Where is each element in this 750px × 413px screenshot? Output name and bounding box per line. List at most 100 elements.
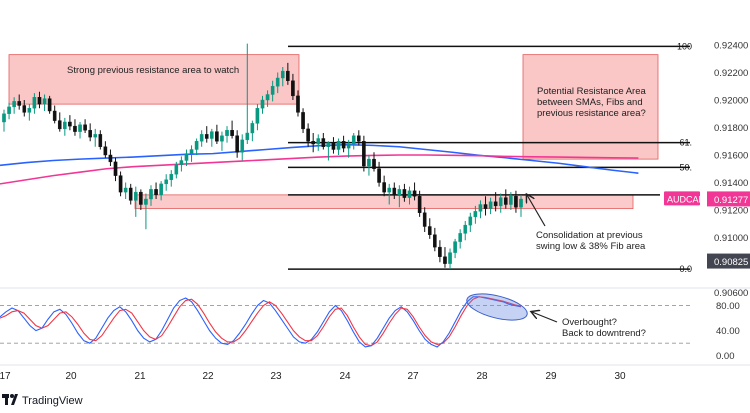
logo-mark-slash: [11, 394, 18, 405]
x-tick-label: 20: [65, 371, 77, 382]
moving-average-1: [0, 143, 639, 174]
annotation-consolidation-line-1: Consolidation at previous: [536, 230, 643, 241]
symbol-badge-label: AUDCAD: [667, 194, 706, 204]
candle-body: [52, 110, 57, 121]
logo-mark-bar: [2, 394, 9, 398]
candle-body: [174, 164, 179, 175]
moving-average-2: [0, 154, 639, 185]
candle-body: [250, 123, 255, 134]
candle-body: [32, 97, 37, 109]
x-tick-label: 28: [476, 371, 488, 382]
candle-body: [397, 189, 402, 196]
zone-label-potential-resistance-line-3: previous resistance area?: [537, 108, 646, 119]
candle-body: [341, 141, 346, 149]
x-tick-label: 22: [202, 371, 214, 382]
x-tick-label: 29: [545, 371, 557, 382]
candle-body: [286, 70, 290, 81]
candle-body: [392, 187, 397, 196]
candle-body: [17, 101, 22, 106]
candle-body: [123, 187, 128, 193]
fib-label-0: 100: [677, 41, 692, 51]
candle-body: [351, 135, 356, 145]
fib-label-1: 61.: [679, 138, 692, 148]
candle-body: [12, 101, 16, 108]
zone-label-potential-resistance-line-2: between SMAs, Fibs and: [537, 97, 643, 108]
candle-body: [189, 149, 194, 154]
candle-body: [78, 124, 82, 132]
resistance-zone-3: [134, 194, 634, 210]
candle-body: [275, 77, 280, 87]
candle-body: [108, 154, 113, 163]
candle-body: [270, 86, 275, 95]
resistance-zone-2: [522, 54, 659, 160]
candle-body: [377, 168, 381, 183]
candle-body: [179, 160, 184, 165]
symbol-badge: [664, 191, 700, 206]
y-tick-label: 0.91800: [714, 123, 748, 134]
candle-body: [210, 131, 214, 139]
candle-body: [235, 135, 239, 153]
candle-body: [159, 183, 163, 196]
level-badge: [707, 253, 750, 269]
candle-body: [164, 179, 168, 185]
annotation-overbought-line-2: Back to downtrend?: [562, 328, 646, 339]
candle-body: [498, 197, 503, 207]
candle-body: [103, 146, 108, 156]
x-tick-label: 21: [134, 371, 146, 382]
candle-body: [422, 212, 427, 227]
logo-mark-dot: [10, 394, 14, 398]
annotation-overbought-line-1: Overbought?: [562, 317, 617, 328]
candle-body: [194, 141, 199, 150]
candle-body: [93, 134, 98, 138]
candle-body: [473, 211, 478, 218]
annotation-consolidation-line-2: swing low & 38% Fib area: [536, 241, 646, 252]
indicator-tick-label: 40.00: [716, 326, 740, 337]
candle-body: [427, 226, 432, 235]
candle-body: [519, 198, 523, 208]
candle-body: [139, 191, 143, 205]
price-axis-background: [692, 0, 750, 365]
candle-body: [433, 234, 437, 248]
candle-body: [357, 135, 361, 142]
candle-body: [27, 108, 32, 113]
candle-body: [57, 120, 62, 130]
candle-body: [133, 191, 138, 201]
y-tick-label: 0.91000: [714, 233, 748, 244]
candle-body: [301, 112, 305, 130]
tradingview-logo: [2, 394, 18, 405]
candle-body: [478, 204, 483, 212]
fib-label-2: 50.: [679, 162, 692, 172]
zone-label-potential-resistance-line-1: Potential Resistance Area: [537, 86, 647, 97]
candle-body: [255, 108, 260, 124]
candle-body: [215, 131, 219, 142]
candle-body: [387, 187, 392, 193]
candle-body: [280, 70, 285, 79]
fib-label-4: 0.0: [679, 264, 692, 274]
candle-body: [483, 204, 488, 209]
candle-body: [149, 189, 153, 200]
y-tick-label: 0.92200: [714, 68, 748, 79]
candle-body: [336, 141, 341, 150]
candle-body: [493, 201, 498, 207]
candle-body: [22, 105, 27, 113]
candle-body: [73, 125, 77, 132]
x-tick-label: 30: [614, 371, 626, 382]
candle-body: [2, 113, 6, 123]
candle-body: [382, 182, 386, 193]
candle-body: [296, 95, 300, 113]
candle-body: [291, 80, 295, 97]
candle-body: [463, 224, 468, 234]
candle-body: [37, 97, 42, 105]
indicator-tick-label: 80.00: [716, 301, 740, 312]
y-tick-label: 0.90600: [714, 288, 748, 299]
candle-body: [68, 121, 72, 127]
candle-body: [443, 256, 447, 264]
indicator-line-d: [0, 296, 522, 347]
candle-body: [362, 141, 366, 167]
candle-body: [468, 216, 473, 226]
candle-body: [412, 190, 417, 197]
arrow-overbought: [532, 312, 558, 323]
candle-body: [98, 134, 103, 147]
candle-body: [438, 246, 442, 257]
